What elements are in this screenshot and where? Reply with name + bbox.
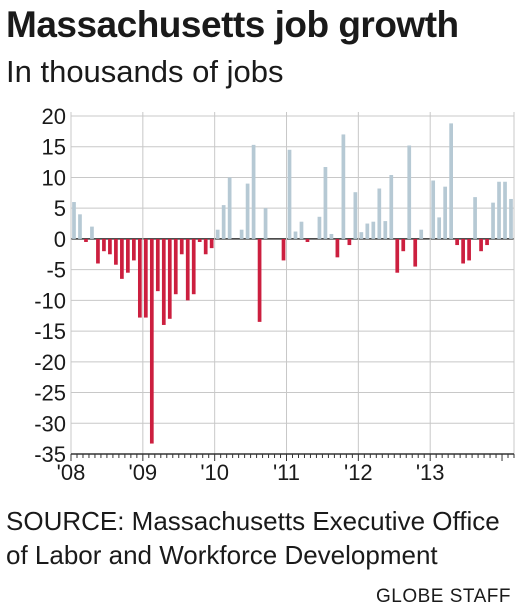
x-tick-label: '11 <box>273 460 300 484</box>
bar <box>395 238 400 273</box>
bar <box>215 229 220 239</box>
bar <box>347 238 352 246</box>
bar <box>263 208 268 239</box>
bar <box>257 238 262 322</box>
y-tick-label: -10 <box>34 288 66 313</box>
bar <box>323 167 328 239</box>
bar <box>221 205 226 239</box>
bar <box>132 238 136 261</box>
bar <box>108 238 112 255</box>
bar <box>443 186 448 239</box>
x-tick-label: '08 <box>57 460 86 484</box>
bar <box>455 238 459 246</box>
bar <box>503 181 507 239</box>
bar <box>437 217 442 239</box>
bar <box>72 202 76 239</box>
bar <box>419 229 424 239</box>
y-tick-label: -35 <box>34 442 66 467</box>
bar <box>293 231 298 239</box>
x-tick-label: '12 <box>344 460 373 484</box>
x-tick-label: '10 <box>200 460 229 484</box>
chart-title: Massachusetts job growth <box>6 4 459 45</box>
bar <box>251 144 256 239</box>
bar <box>173 238 178 295</box>
y-tick-label: -25 <box>34 381 66 406</box>
bar <box>371 221 376 239</box>
bar <box>203 238 208 255</box>
bar <box>84 238 88 242</box>
x-tick-label: '09 <box>129 460 158 484</box>
bar <box>353 192 358 239</box>
bar <box>467 238 471 261</box>
y-tick-label: -5 <box>46 258 66 283</box>
bar <box>365 223 370 239</box>
bar <box>209 238 214 249</box>
bar <box>149 238 154 444</box>
bar <box>401 238 406 252</box>
bar <box>120 238 124 279</box>
bar <box>287 149 292 239</box>
bar-chart: 20 15 10 5 0 -5 -10 -15 -20 -25 -30 -35'08 '09 '10 '11… <box>34 104 515 484</box>
bar <box>191 238 196 295</box>
bar <box>102 238 106 252</box>
x-tick-label: '13 <box>416 460 445 484</box>
bar <box>329 233 334 239</box>
y-tick-label: 5 <box>54 196 66 221</box>
bar <box>377 188 382 239</box>
bar <box>114 238 118 265</box>
bar <box>179 238 184 255</box>
bar <box>335 238 340 258</box>
bar <box>389 174 394 239</box>
bar <box>245 183 250 239</box>
bar <box>473 197 477 239</box>
bar <box>485 238 489 246</box>
y-tick-label: 20 <box>42 104 66 129</box>
bar <box>407 145 412 239</box>
bar <box>479 238 483 252</box>
bars <box>72 123 513 444</box>
bar <box>78 214 82 239</box>
y-tick-label: -20 <box>34 350 66 375</box>
y-tick-label: 10 <box>42 165 66 190</box>
bar <box>449 123 453 239</box>
bar <box>431 180 436 239</box>
bar <box>299 221 304 239</box>
bar <box>167 238 172 319</box>
bar <box>305 238 310 242</box>
y-tick-label: -30 <box>34 411 66 436</box>
bar <box>143 238 148 318</box>
bar <box>137 238 142 318</box>
bar <box>491 202 495 239</box>
bar <box>185 238 190 301</box>
bar <box>197 238 202 242</box>
bar <box>359 232 364 239</box>
bar <box>461 238 465 264</box>
grid-lines <box>70 112 515 455</box>
source-note: SOURCE: Massachusetts Executive Office o… <box>6 506 500 570</box>
bar <box>126 238 130 273</box>
axes <box>70 453 515 461</box>
chart-subtitle: In thousands of jobs <box>6 54 284 89</box>
bar <box>161 238 166 325</box>
y-tick-label: 15 <box>42 135 66 160</box>
bar <box>317 216 322 239</box>
bar <box>96 238 100 264</box>
bar <box>341 134 346 239</box>
tick-labels: 20 15 10 5 0 -5 -10 -15 -20 -25 -30 -35'08 '09 '10 '11… <box>34 104 444 484</box>
bar <box>227 177 232 239</box>
bar <box>239 229 244 239</box>
y-tick-label: -15 <box>34 319 66 344</box>
bar <box>383 221 388 239</box>
credit: GLOBE STAFF <box>375 586 511 607</box>
bar <box>90 226 94 239</box>
bar <box>413 238 418 267</box>
bar <box>497 181 501 239</box>
bar <box>509 198 513 239</box>
bar <box>281 238 286 261</box>
bar <box>155 238 160 292</box>
y-tick-label: 0 <box>54 227 66 252</box>
